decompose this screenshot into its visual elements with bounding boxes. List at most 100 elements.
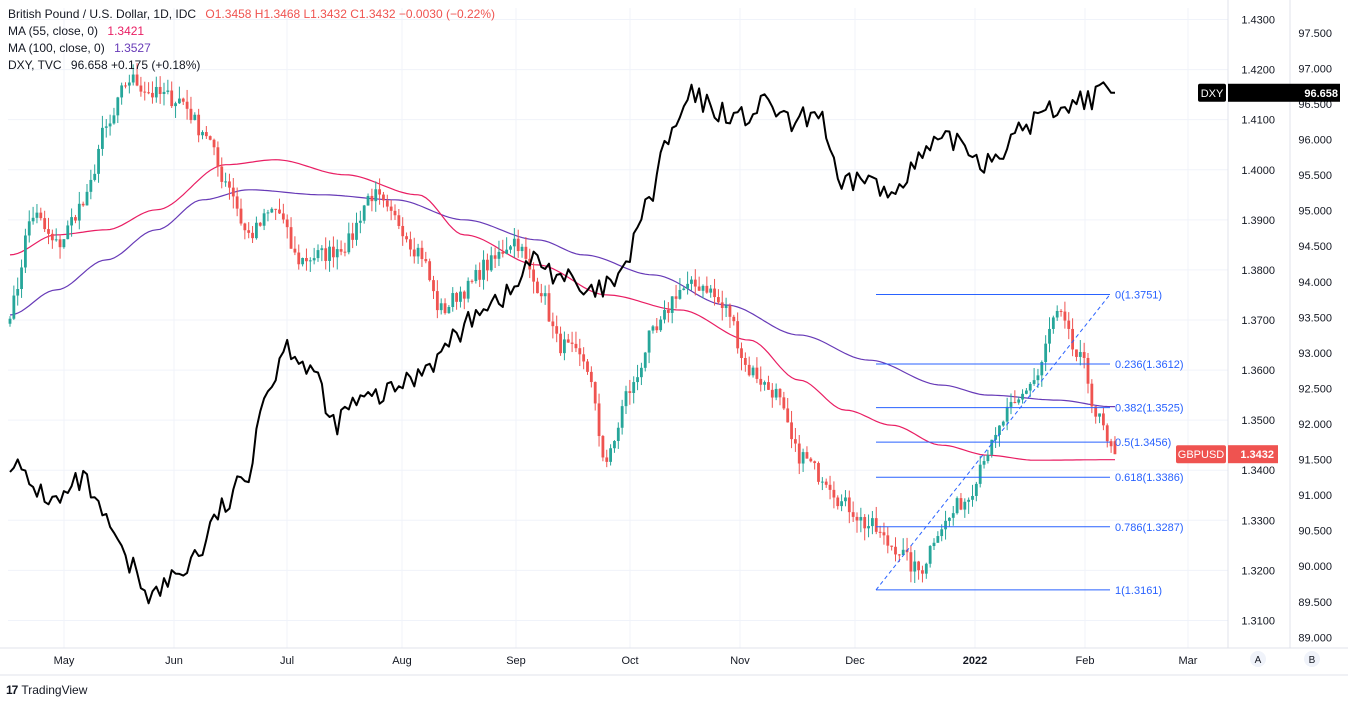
- candle-body: [978, 464, 982, 484]
- candle-body: [393, 210, 397, 216]
- candle-body: [97, 148, 100, 174]
- ma55-layer: [9, 159, 1115, 461]
- candle-body: [424, 259, 428, 262]
- candle-body: [1013, 402, 1017, 404]
- fib-level-label: 0.618(1.3386): [1115, 472, 1184, 484]
- price-tag-dxy[interactable]: DXY 96.658: [1198, 83, 1340, 102]
- candle-body: [543, 293, 547, 297]
- candle-body: [1063, 311, 1067, 321]
- candle-body: [512, 238, 516, 247]
- candle-body: [1036, 375, 1040, 381]
- dxy-line: [9, 81, 1115, 605]
- candle-body: [755, 367, 759, 379]
- right-scale-tick: 95.000: [1298, 206, 1332, 218]
- candle-body: [855, 516, 859, 521]
- candle-body: [636, 377, 639, 383]
- right-scale-tick: 94.000: [1298, 277, 1332, 289]
- candle-body: [505, 249, 509, 254]
- candle-body: [20, 267, 23, 289]
- legend-ma55-row[interactable]: MA (55, close, 0) 1.3421: [8, 23, 495, 40]
- candle-body: [724, 305, 728, 308]
- candle-body: [1067, 320, 1071, 329]
- candle-body: [728, 305, 732, 317]
- footer-branding[interactable]: 17 TradingView: [6, 683, 87, 697]
- candle-body: [358, 220, 362, 223]
- candle-body: [578, 348, 582, 355]
- candle-body: [678, 289, 682, 299]
- candle-body: [416, 247, 420, 257]
- price-tag-name: GBPUSD: [1178, 449, 1225, 461]
- candle-body: [1086, 357, 1090, 384]
- candle-body: [1005, 406, 1009, 422]
- candle-body: [305, 258, 308, 262]
- scale-mode-button[interactable]: B: [1304, 651, 1320, 667]
- candle-body: [613, 440, 616, 449]
- candle-body: [193, 114, 197, 121]
- legend-ma100-row[interactable]: MA (100, close, 0) 1.3527: [8, 40, 495, 57]
- candles-layer: [8, 63, 1117, 583]
- candle-body: [751, 367, 755, 376]
- candle-body: [651, 326, 655, 331]
- candle-body: [1025, 390, 1028, 394]
- candle-body: [285, 219, 289, 228]
- brand-name: TradingView: [21, 683, 88, 697]
- candle-body: [339, 249, 343, 252]
- right-scale-tick: 89.000: [1298, 632, 1332, 644]
- candle-body: [101, 127, 104, 149]
- right-scale-tick: 91.500: [1298, 455, 1332, 467]
- candle-body: [355, 222, 358, 240]
- candle-body: [174, 103, 177, 107]
- time-axis-label: Jul: [280, 655, 294, 667]
- candle-body: [112, 115, 116, 124]
- candle-body: [782, 397, 786, 409]
- candle-body: [1082, 352, 1086, 358]
- candle-body: [85, 191, 89, 206]
- candle-body: [405, 236, 408, 240]
- candle-body: [998, 425, 1001, 435]
- candle-body: [566, 339, 570, 343]
- candle-body: [185, 101, 189, 109]
- candle-body: [559, 333, 562, 354]
- candle-body: [151, 92, 154, 98]
- time-axis-label: Sep: [506, 655, 526, 667]
- time-axis-label: Mar: [1179, 655, 1198, 667]
- candle-body: [1017, 399, 1021, 403]
- candle-body: [308, 260, 312, 262]
- candle-body: [104, 126, 108, 128]
- candle-body: [836, 497, 840, 507]
- candle-body: [389, 206, 393, 211]
- candle-body: [120, 85, 124, 98]
- symbol-title[interactable]: British Pound / U.S. Dollar, 1D, IDC: [8, 7, 197, 21]
- candle-body: [143, 91, 147, 93]
- candle-body: [624, 391, 628, 407]
- candle-body: [251, 232, 254, 239]
- legend-dxy-row[interactable]: DXY, TVC 96.658 +0.175 (+0.18%): [8, 57, 495, 74]
- candle-body: [478, 270, 482, 280]
- scale-button-label: B: [1309, 655, 1316, 666]
- candle-body: [986, 454, 990, 462]
- dxy-value: 96.658: [70, 58, 108, 72]
- candle-body: [208, 136, 212, 140]
- candle-body: [901, 549, 905, 556]
- candle-body: [1109, 441, 1113, 447]
- price-tag-gbpusd[interactable]: GBPUSD 1.3432: [1176, 445, 1278, 464]
- chart-legend: British Pound / U.S. Dollar, 1D, IDC O1.…: [8, 6, 495, 74]
- candle-body: [258, 222, 262, 226]
- candle-body: [959, 498, 963, 510]
- candle-body: [674, 296, 678, 299]
- time-axis-label: May: [54, 655, 75, 667]
- scale-mode-button[interactable]: A: [1250, 651, 1266, 667]
- candle-body: [108, 123, 112, 127]
- candle-body: [801, 452, 805, 464]
- candle-body: [131, 74, 135, 83]
- scale-button-bg: [1250, 651, 1266, 667]
- candle-body: [539, 293, 543, 297]
- candle-body: [74, 217, 77, 221]
- fib-layer: 0(1.3751) 0.236(1.3612) 0.382(1.3525) 0.5(1…: [875, 289, 1184, 597]
- candle-body: [420, 247, 424, 260]
- scale-button-label: A: [1255, 655, 1262, 666]
- candle-body: [216, 147, 220, 167]
- candle-body: [486, 259, 489, 271]
